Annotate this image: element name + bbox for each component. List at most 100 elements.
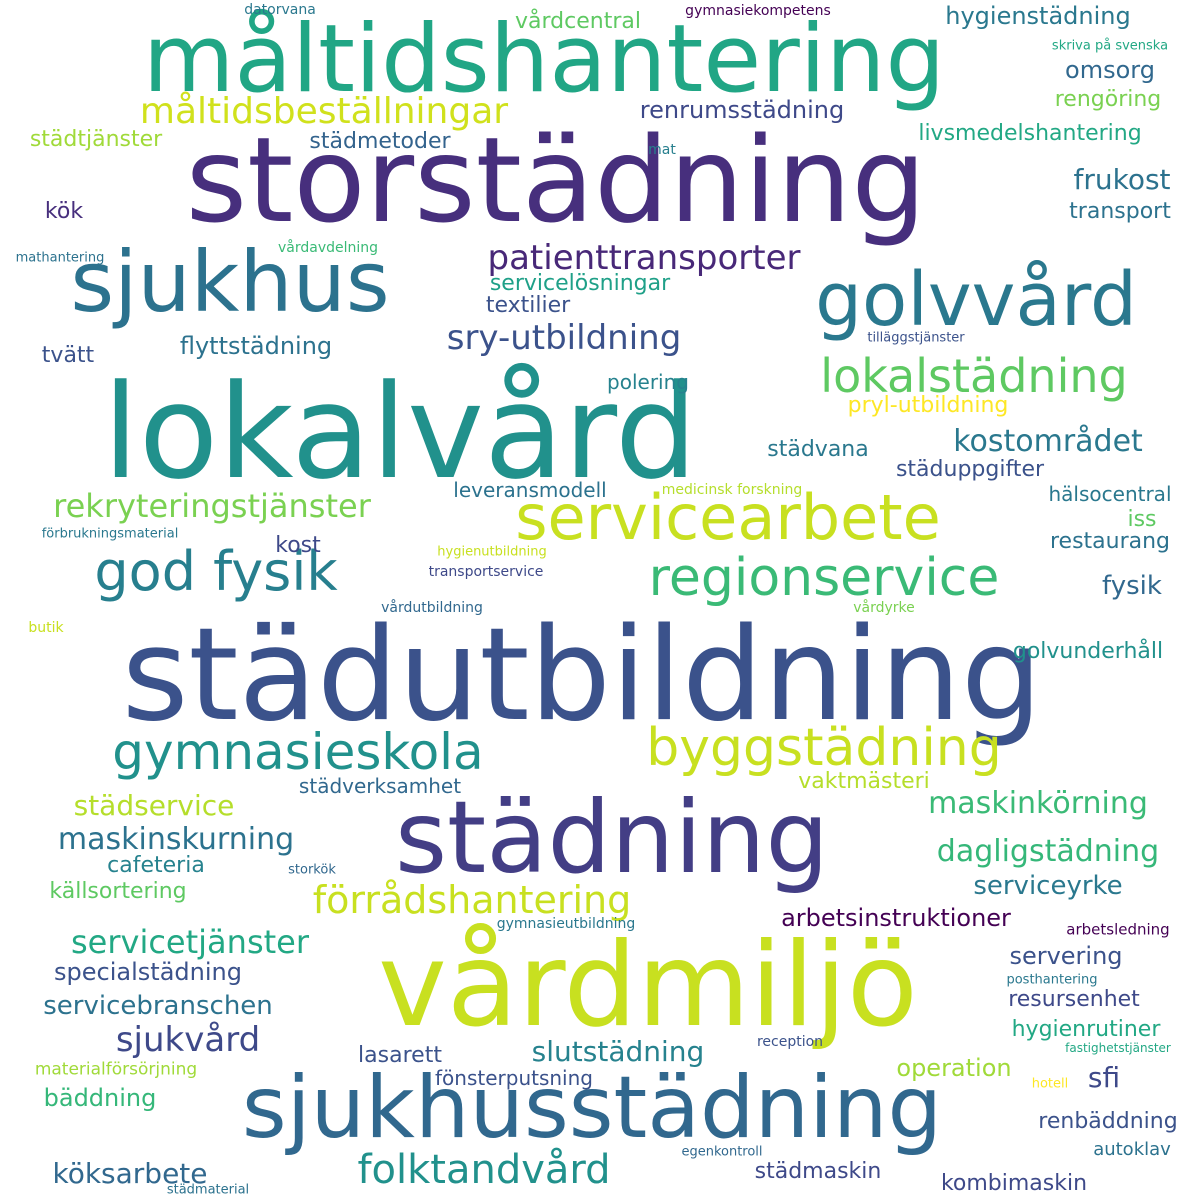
- word: gymnasiekompetens: [685, 3, 831, 19]
- word: rekryteringstjänster: [53, 487, 371, 525]
- word: kostområdet: [953, 424, 1143, 459]
- word: pryl-utbildning: [847, 393, 1009, 418]
- word: butik: [28, 620, 64, 636]
- word: sry-utbildning: [446, 318, 682, 358]
- word: maskinkörning: [928, 786, 1148, 821]
- word: storkök: [288, 862, 336, 878]
- word: egenkontroll: [681, 1144, 763, 1160]
- word: sjukhus: [70, 233, 390, 331]
- word: mat: [648, 142, 676, 158]
- word: hygienstädning: [945, 2, 1131, 30]
- word: flyttstädning: [179, 332, 333, 360]
- word: förbrukningsmaterial: [41, 526, 179, 542]
- word: serviceyrke: [973, 871, 1123, 901]
- word: förrådshantering: [312, 878, 632, 922]
- word: maskinskurning: [57, 822, 295, 857]
- word: fönsterputsning: [435, 1066, 593, 1090]
- word: lokalstädning: [820, 349, 1128, 403]
- word: god fysik: [94, 540, 338, 603]
- word: servicelösningar: [489, 271, 671, 296]
- word: skriva på svenska: [1051, 38, 1169, 54]
- word: källsortering: [49, 879, 187, 904]
- word: hygienutbildning: [437, 544, 547, 560]
- word: lokalvård: [102, 356, 698, 508]
- word: specialstädning: [54, 958, 242, 986]
- word: städservice: [73, 789, 235, 822]
- word: autoklav: [1093, 1139, 1171, 1160]
- word: fastighetstjänster: [1065, 1041, 1171, 1055]
- word: tilläggstjänster: [867, 330, 965, 346]
- word: leveransmodell: [453, 478, 607, 502]
- word: medicinsk forskning: [661, 482, 803, 498]
- word: vårdutbildning: [381, 600, 483, 616]
- word: materialförsörjning: [34, 1059, 198, 1080]
- word: hotell: [1031, 1076, 1069, 1092]
- word: vårdavdelning: [277, 240, 379, 256]
- word: servicetjänster: [70, 923, 310, 961]
- word: iss: [1127, 507, 1157, 532]
- word: städverksamhet: [298, 774, 462, 798]
- word: restaurang: [1049, 529, 1171, 554]
- word: arbetsledning: [1066, 920, 1170, 939]
- word: reception: [756, 1034, 824, 1050]
- word: städtjänster: [29, 127, 163, 152]
- word: frukost: [1073, 163, 1171, 196]
- word: hälsocentral: [1048, 482, 1172, 506]
- word: rengöring: [1054, 87, 1162, 112]
- word: städmaskin: [754, 1159, 882, 1184]
- word: omsorg: [1065, 56, 1155, 84]
- word: dagligstädning: [936, 834, 1160, 869]
- word: sjukvård: [115, 1020, 261, 1060]
- word: kombimaskin: [940, 1171, 1088, 1196]
- word: köksarbete: [52, 1157, 208, 1190]
- word: slutstädning: [531, 1035, 705, 1068]
- word: städmetoder: [309, 129, 451, 154]
- word: gymnasieutbildning: [496, 916, 636, 932]
- word: vårdyrke: [853, 600, 915, 616]
- word: textilier: [485, 293, 571, 318]
- word: vaktmästeri: [798, 769, 930, 794]
- word: renrumsstädning: [639, 96, 845, 124]
- word: lasarett: [358, 1043, 442, 1068]
- word: golvvård: [815, 257, 1137, 343]
- word: måltidshantering: [142, 5, 946, 114]
- word: patienttransporter: [487, 238, 801, 278]
- word: transportservice: [428, 564, 544, 580]
- word: regionservice: [648, 548, 1000, 608]
- word: vårdmiljö: [378, 918, 918, 1053]
- word: mathantering: [15, 250, 105, 266]
- word: arbetsinstruktioner: [781, 904, 1011, 932]
- word: storstädning: [185, 111, 927, 249]
- word: servering: [1009, 942, 1123, 970]
- word: renbäddning: [1038, 1109, 1178, 1134]
- word: livsmedelshantering: [918, 121, 1142, 146]
- word: tvätt: [41, 343, 95, 368]
- word: operation: [896, 1054, 1012, 1082]
- word: resursenhet: [1008, 987, 1140, 1012]
- word: vårdcentral: [515, 9, 641, 34]
- word: folktandvård: [357, 1147, 611, 1193]
- word: städutbildning: [121, 601, 1043, 750]
- word: posthantering: [1006, 972, 1098, 988]
- word: cafeteria: [107, 853, 205, 878]
- word: golvunderhåll: [1012, 639, 1164, 664]
- word: bäddning: [43, 1084, 157, 1112]
- word: städmaterial: [166, 1182, 250, 1198]
- word: polering: [607, 370, 689, 394]
- word: kök: [44, 199, 84, 224]
- word: städvana: [767, 437, 869, 462]
- word: servicebranschen: [43, 991, 273, 1021]
- word: gymnasieskola: [112, 723, 484, 781]
- word: städning: [394, 779, 830, 896]
- word: fysik: [1102, 571, 1162, 601]
- word: transport: [1069, 199, 1171, 224]
- word: sfi: [1087, 1061, 1121, 1094]
- word: sjukhusstädning: [241, 1058, 943, 1158]
- word: datorvana: [244, 2, 316, 18]
- word: kost: [275, 533, 321, 558]
- word: hygienrutiner: [1011, 1017, 1161, 1042]
- word: servicearbete: [515, 481, 941, 554]
- word: städuppgifter: [895, 457, 1045, 482]
- word: måltidsbeställningar: [139, 91, 509, 132]
